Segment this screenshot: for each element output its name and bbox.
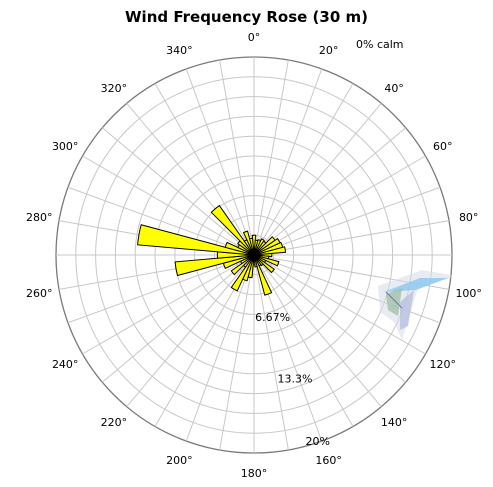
direction-tick-label: 200° (166, 454, 193, 467)
grid-spoke (253, 83, 354, 256)
grid-spoke (253, 254, 426, 355)
calm-label: 0% calm (356, 38, 404, 51)
grid-spoke (253, 68, 323, 256)
grid-spoke (154, 83, 255, 256)
direction-tick-label: 80° (459, 211, 479, 224)
direction-tick-label: 320° (101, 82, 128, 95)
grid-spoke (253, 254, 382, 407)
radial-ring-label: 13.3% (278, 373, 313, 386)
wind-bar (249, 237, 255, 256)
grid-spoke (219, 254, 255, 451)
direction-tick-label: 20° (319, 44, 339, 57)
grid-spoke (253, 254, 289, 451)
direction-tick-label: 240° (52, 358, 79, 371)
wind-bar (242, 230, 255, 256)
grid-spoke (67, 186, 255, 256)
grid-spoke (253, 103, 382, 256)
grid-spoke (185, 254, 255, 442)
chart-title: Wind Frequency Rose (30 m) (125, 8, 368, 26)
grid-spoke (82, 155, 255, 256)
radial-ring-label: 20% (305, 435, 329, 448)
direction-tick-labels: 0° 20° 40° 60° 80° 100° 120° 140° 160° 180° 200° 22… (26, 31, 482, 480)
grid-spoke (126, 254, 255, 407)
grid-spoke (253, 254, 406, 383)
radial-ring-label: 6.67% (255, 311, 290, 324)
radial-ring-labels: 6.67% 13.3% 20% (255, 311, 330, 448)
grid-spoke (253, 220, 450, 256)
grid-spoke (102, 127, 255, 256)
grid-spoke (253, 155, 426, 256)
grid-spoke (82, 254, 255, 355)
wind-bar (210, 204, 255, 256)
center-dot (250, 251, 258, 259)
direction-tick-label: 100° (455, 287, 482, 300)
direction-tick-label: 160° (315, 454, 342, 467)
direction-tick-label: 340° (166, 44, 193, 57)
grid-spoke (219, 59, 255, 256)
wind-bar (253, 246, 287, 256)
direction-tick-label: 0° (248, 31, 261, 44)
direction-tick-label: 40° (384, 82, 404, 95)
direction-tick-label: 120° (430, 358, 457, 371)
direction-tick-label: 280° (26, 211, 53, 224)
direction-tick-label: 260° (26, 287, 53, 300)
grid-spoke (253, 186, 441, 256)
direction-tick-label: 300° (52, 140, 79, 153)
direction-tick-label: 220° (101, 416, 128, 429)
grid-spoke (102, 254, 255, 383)
direction-tick-label: 60° (433, 140, 453, 153)
grid-spoke (253, 254, 354, 427)
grid-spoke (253, 59, 289, 256)
direction-tick-label: 180° (241, 467, 268, 480)
wind-bar (253, 254, 273, 296)
watermark-logo (378, 270, 452, 340)
grid-spoke (67, 254, 255, 324)
grid-spoke (253, 127, 406, 256)
frequency-bars (137, 204, 287, 296)
wind-bar (230, 254, 255, 276)
wind-bar (174, 254, 255, 277)
direction-tick-label: 140° (381, 416, 408, 429)
grid-spoke (185, 68, 255, 256)
